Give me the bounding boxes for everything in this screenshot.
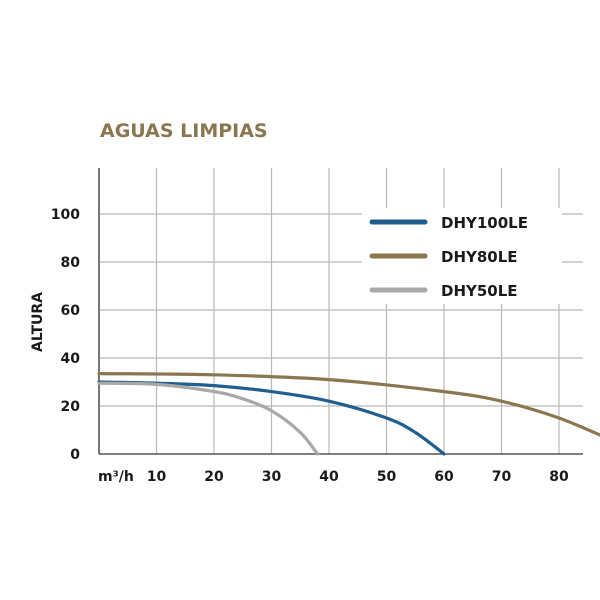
- y-tick-label: 40: [61, 351, 81, 367]
- x-tick-label: 40: [319, 469, 339, 485]
- y-tick-label: 100: [51, 207, 80, 223]
- x-tick-label: 20: [204, 469, 224, 485]
- x-tick-label: 30: [262, 469, 282, 485]
- x-axis-ticks: 102030405060708090100: [147, 469, 569, 485]
- legend-label-dhy80le: DHY80LE: [441, 248, 518, 266]
- legend-label-dhy50le: DHY50LE: [441, 282, 518, 300]
- chart-title: AGUAS LIMPIAS: [100, 120, 268, 142]
- y-tick-label: 60: [61, 303, 81, 319]
- y-axis-label: ALTURA: [30, 292, 46, 352]
- x-tick-label: 50: [377, 469, 397, 485]
- x-tick-label: 10: [147, 469, 167, 485]
- series-line-dhy80le: [97, 372, 600, 437]
- x-tick-label: 70: [492, 469, 512, 485]
- y-tick-label: 20: [61, 399, 81, 415]
- legend: DHY100LE DHY80LE DHY50LE: [369, 214, 528, 300]
- x-tick-label: 60: [434, 469, 454, 485]
- y-tick-label: 80: [61, 255, 81, 271]
- y-axis-ticks: 0 20 40 60 80 100: [51, 207, 80, 463]
- y-tick-label: 0: [70, 447, 80, 463]
- x-tick-label: 80: [549, 469, 569, 485]
- legend-label-dhy100le: DHY100LE: [441, 214, 528, 232]
- axes: [98, 168, 583, 455]
- series-lines: [97, 372, 600, 456]
- series-line-dhy50le: [97, 381, 320, 456]
- x-axis-label: m³/h: [98, 469, 134, 485]
